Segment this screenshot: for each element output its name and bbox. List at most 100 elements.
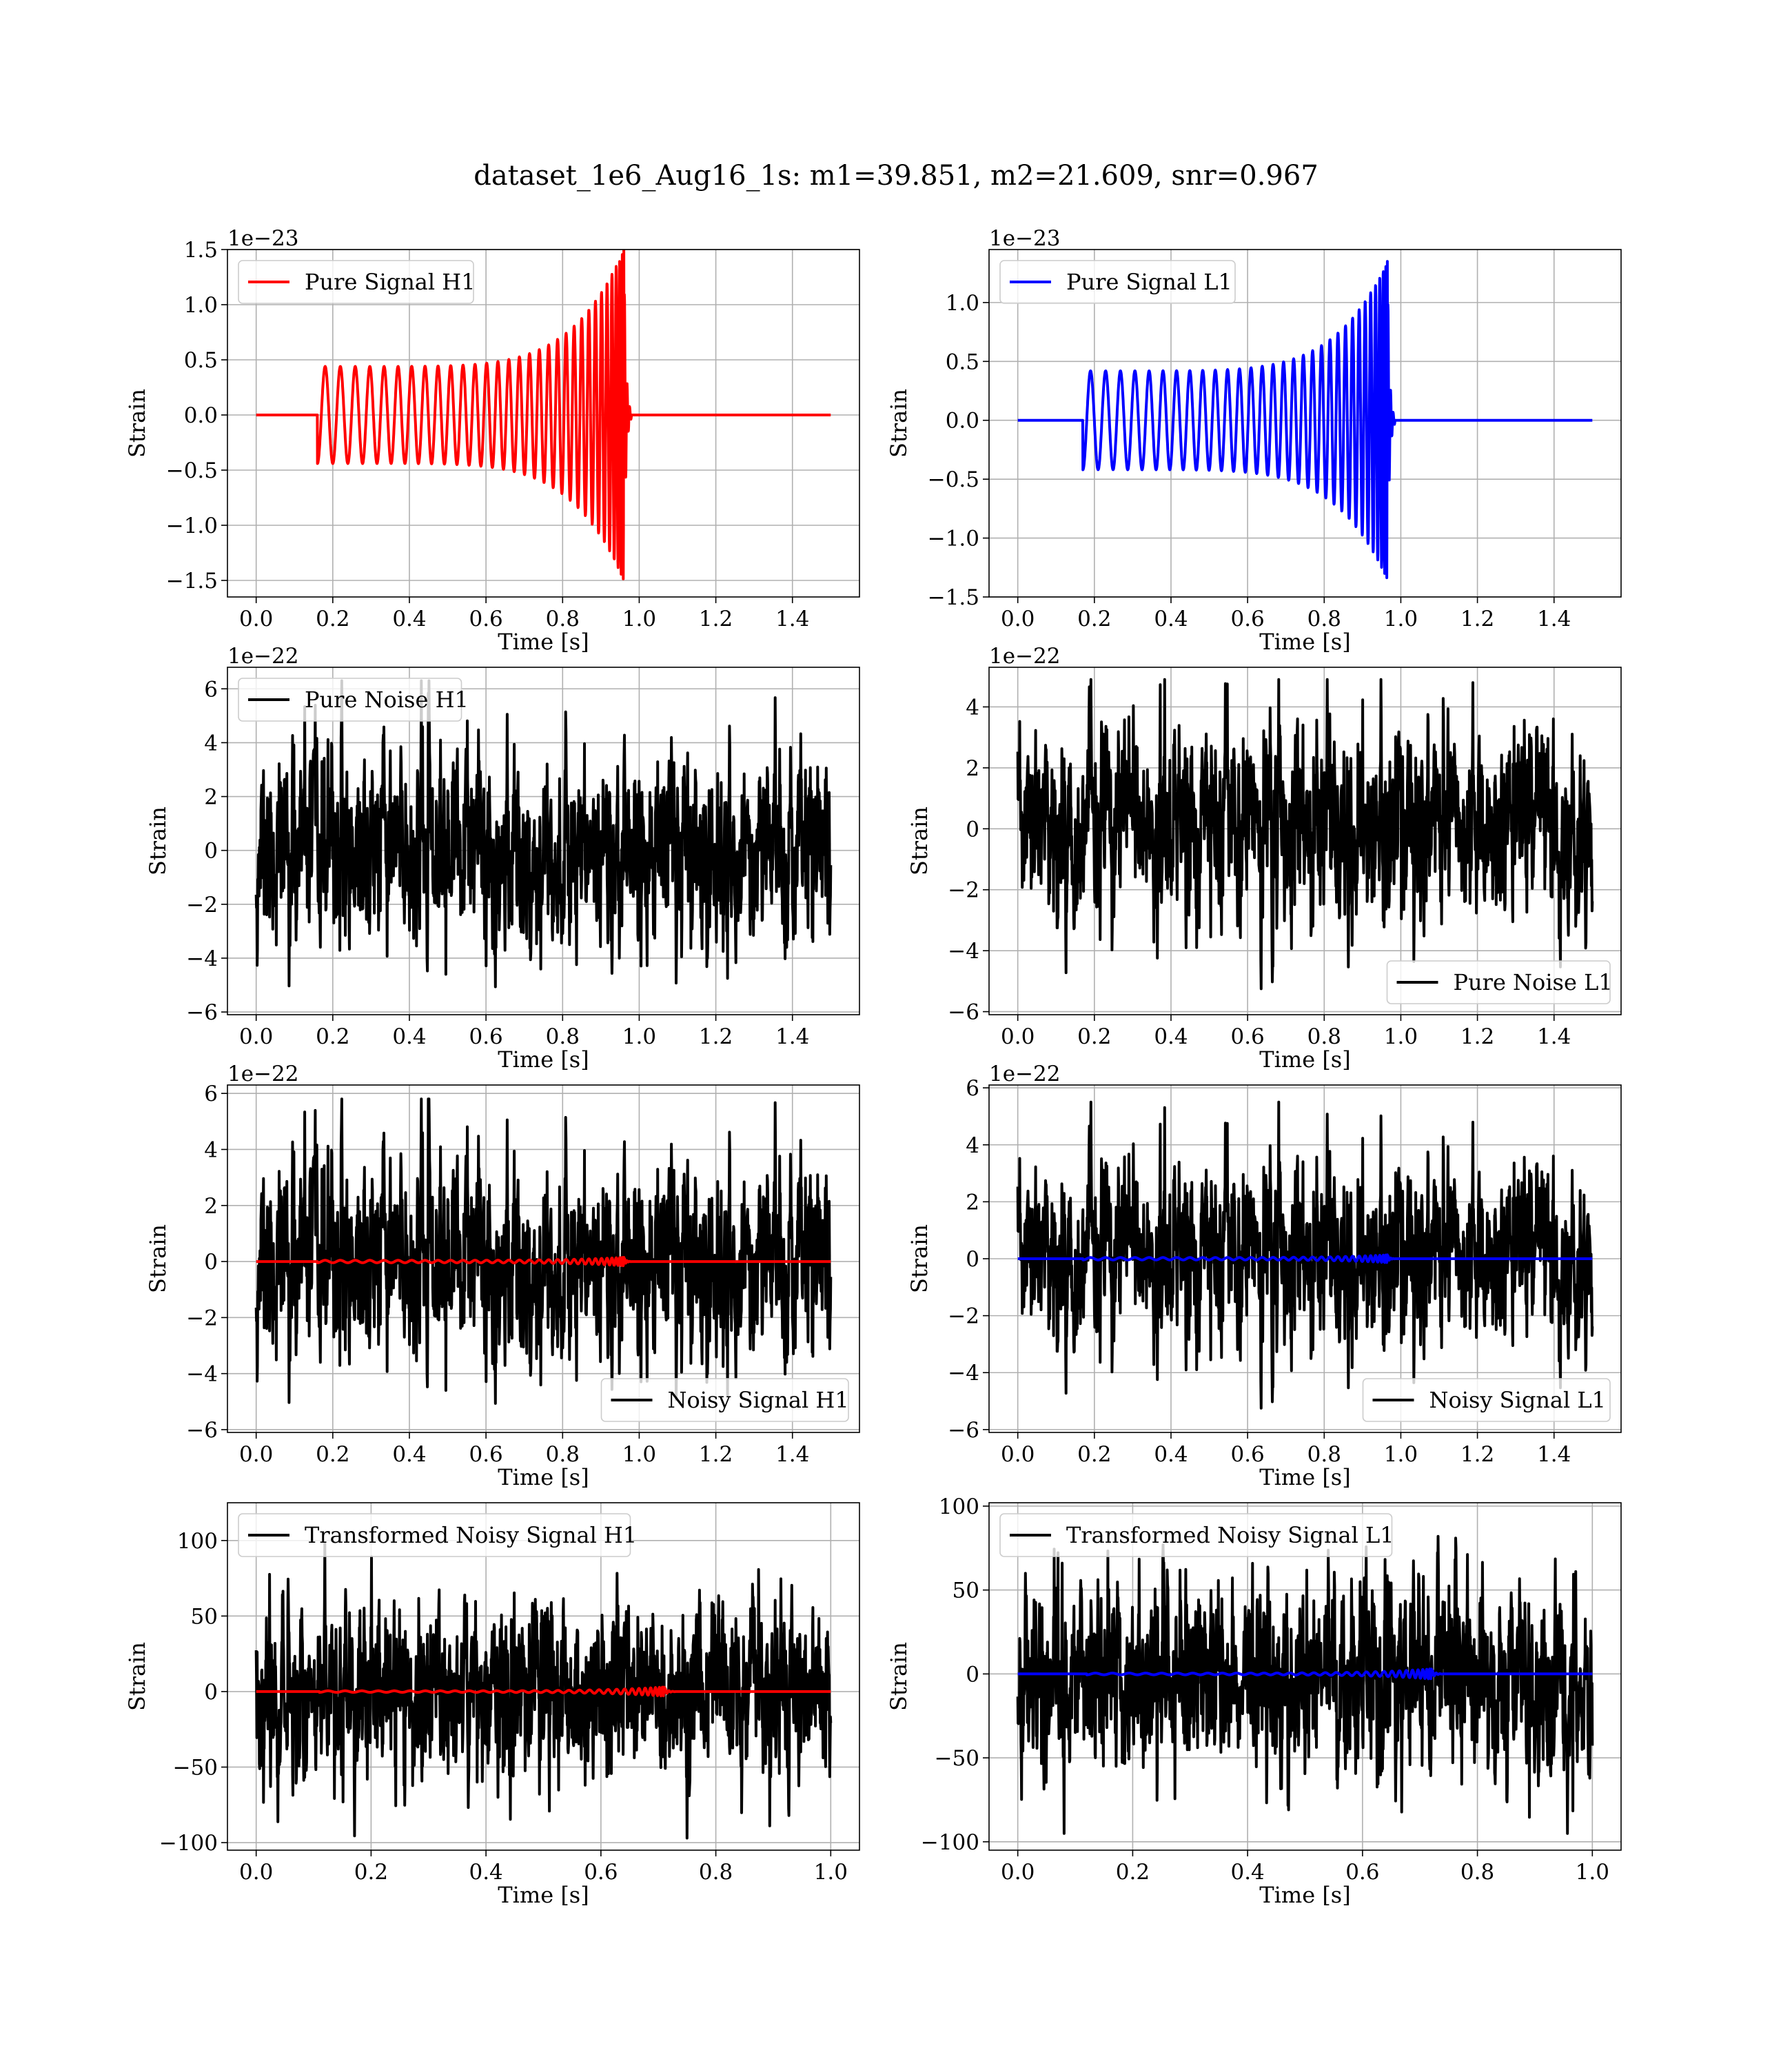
x-tick-label: 1.4 bbox=[1537, 1442, 1571, 1467]
legend: Transformed Noisy Signal L1 bbox=[999, 1513, 1394, 1557]
x-tick-label: 0.4 bbox=[1154, 1024, 1188, 1049]
x-tick-label: 1.4 bbox=[1537, 607, 1571, 631]
y-axis-label: Strain bbox=[124, 1642, 150, 1711]
x-tick-label: 1.0 bbox=[622, 1024, 656, 1049]
y-offset-text: 1e−22 bbox=[227, 1062, 299, 1086]
x-tick-label: 1.4 bbox=[775, 1442, 809, 1467]
y-tick-label: −100 bbox=[921, 1830, 979, 1855]
x-tick-label: 1.2 bbox=[699, 1442, 733, 1467]
legend-label: Transformed Noisy Signal H1 bbox=[305, 1522, 637, 1548]
legend: Pure Noise H1 bbox=[238, 678, 469, 722]
legend: Noisy Signal L1 bbox=[1362, 1378, 1611, 1422]
x-tick-label: 0.0 bbox=[1001, 1442, 1035, 1467]
y-tick-label: 6 bbox=[204, 1082, 218, 1106]
y-tick-label: 0 bbox=[966, 1662, 979, 1687]
series-noise-line bbox=[254, 1542, 833, 1840]
x-tick-label: 1.0 bbox=[1384, 607, 1418, 631]
axes-frame bbox=[227, 1502, 860, 1851]
x-tick-label: 0.4 bbox=[1230, 1860, 1264, 1885]
y-tick-label: 0.5 bbox=[184, 348, 218, 373]
subplot-5: 0.0 0.2 0.4 0.6 0.8 1.0 1.2 1.4 −6 −4 −2 0 2 4 6 Time [… bbox=[145, 1062, 860, 1490]
x-tick-label: 0.2 bbox=[1116, 1860, 1150, 1885]
subplot-2: 0.0 0.2 0.4 0.6 0.8 1.0 1.2 1.4 −1.5 −1.0 −0.5 0.0 0… bbox=[886, 226, 1622, 655]
legend-label: Pure Noise L1 bbox=[1454, 969, 1613, 995]
x-axis-label: Time [s] bbox=[498, 1464, 589, 1490]
y-tick-label: 0 bbox=[204, 1680, 218, 1705]
x-tick-label: 0.4 bbox=[392, 1442, 426, 1467]
y-tick-label: −6 bbox=[948, 1418, 979, 1443]
axes-frame bbox=[227, 1084, 860, 1433]
subplot-grid: 0.0 0.2 0.4 0.6 0.8 1.0 1.2 1.4−1.5−1.0−0.50.00… bbox=[124, 226, 1622, 1908]
legend-label: Noisy Signal H1 bbox=[668, 1387, 849, 1413]
y-axis-label: Strain bbox=[145, 807, 171, 875]
x-axis-label: Time [s] bbox=[498, 629, 589, 655]
x-axis-label: Time [s] bbox=[1259, 629, 1350, 655]
legend-label: Noisy Signal L1 bbox=[1429, 1387, 1607, 1413]
x-tick-label: 1.0 bbox=[1576, 1860, 1609, 1885]
y-axis-label: Strain bbox=[906, 1224, 933, 1293]
y-tick-label: −2 bbox=[948, 878, 979, 903]
y-axis-label: Strain bbox=[124, 389, 150, 458]
x-tick-label: 0.4 bbox=[1154, 607, 1188, 631]
x-tick-label: 0.6 bbox=[1230, 607, 1264, 631]
y-tick-label: −0.5 bbox=[928, 467, 979, 492]
y-tick-label: 2 bbox=[966, 756, 979, 781]
x-tick-label: 0.2 bbox=[316, 1442, 349, 1467]
y-tick-label: −2 bbox=[186, 1306, 218, 1330]
subplot-1: 0.0 0.2 0.4 0.6 0.8 1.0 1.2 1.4 −1.5 −1.0 −0.5 0.0 0… bbox=[124, 226, 860, 655]
legend-box bbox=[238, 1513, 631, 1557]
y-axis-label: Strain bbox=[886, 389, 912, 458]
y-offset-text: 1e−23 bbox=[989, 226, 1061, 251]
x-tick-label: 0.6 bbox=[469, 607, 502, 631]
y-tick-label: 1.0 bbox=[946, 291, 979, 316]
y-tick-label: 2 bbox=[966, 1190, 979, 1215]
y-tick-label: 1.5 bbox=[184, 238, 218, 263]
y-offset-text: 1e−23 bbox=[227, 226, 299, 251]
series-signal-line bbox=[1017, 1253, 1594, 1264]
x-tick-label: 1.2 bbox=[699, 1024, 733, 1049]
x-tick-label: 0.0 bbox=[239, 1860, 273, 1885]
y-tick-label: 0.0 bbox=[946, 409, 979, 434]
x-tick-label: 0.2 bbox=[1077, 607, 1111, 631]
y-tick-label: −6 bbox=[948, 1000, 979, 1025]
subplot-8: 0.0 0.2 0.4 0.6 0.8 1.0 −100 −50 0 50 100 Time [s] S… bbox=[886, 1494, 1622, 1908]
x-tick-label: 1.2 bbox=[699, 607, 733, 631]
x-axis-label: Time [s] bbox=[1259, 1882, 1350, 1908]
x-tick-label: 0.2 bbox=[316, 607, 349, 631]
x-tick-label: 1.4 bbox=[775, 607, 809, 631]
x-tick-label: 1.4 bbox=[775, 1024, 809, 1049]
y-tick-label: 0 bbox=[966, 1247, 979, 1272]
x-tick-label: 0.6 bbox=[1230, 1024, 1264, 1049]
x-tick-label: 0.0 bbox=[239, 607, 273, 631]
x-tick-label: 0.4 bbox=[1154, 1442, 1188, 1467]
y-tick-label: −2 bbox=[948, 1304, 979, 1329]
y-tick-label: 4 bbox=[966, 1133, 979, 1158]
x-tick-label: 0.0 bbox=[1001, 607, 1035, 631]
axes-frame bbox=[988, 667, 1622, 1015]
legend-label: Transformed Noisy Signal L1 bbox=[1066, 1522, 1394, 1548]
y-tick-label: 0 bbox=[204, 839, 218, 864]
x-tick-label: 1.0 bbox=[814, 1860, 848, 1885]
y-tick-label: 6 bbox=[204, 677, 218, 702]
series-noise-line bbox=[254, 679, 833, 989]
x-tick-label: 1.4 bbox=[1537, 1024, 1571, 1049]
x-tick-label: 0.6 bbox=[584, 1860, 618, 1885]
x-tick-label: 0.8 bbox=[1307, 1024, 1341, 1049]
subplot-3: 0.0 0.2 0.4 0.6 0.8 1.0 1.2 1.4 −6 −4 −2 0 2 4 6 Time [… bbox=[145, 644, 860, 1073]
subplot-6: 0.0 0.2 0.4 0.6 0.8 1.0 1.2 1.4 −6 −4 −2 0 2 4 6 Time [… bbox=[906, 1062, 1622, 1490]
x-axis-label: Time [s] bbox=[1259, 1046, 1350, 1073]
x-tick-label: 0.4 bbox=[392, 1024, 426, 1049]
x-axis-label: Time [s] bbox=[498, 1882, 589, 1908]
y-tick-label: 0 bbox=[204, 1250, 218, 1275]
y-tick-label: 0.0 bbox=[184, 403, 218, 428]
y-tick-label: −1.0 bbox=[166, 514, 218, 538]
x-tick-label: 0.6 bbox=[1345, 1860, 1379, 1885]
legend-box bbox=[1362, 1378, 1611, 1422]
y-tick-label: 50 bbox=[953, 1579, 979, 1603]
y-axis-label: Strain bbox=[145, 1224, 171, 1293]
x-tick-label: 0.2 bbox=[1077, 1442, 1111, 1467]
x-tick-label: 1.0 bbox=[622, 1442, 656, 1467]
axes-frame bbox=[227, 667, 860, 1015]
x-tick-label: 1.0 bbox=[1384, 1442, 1418, 1467]
